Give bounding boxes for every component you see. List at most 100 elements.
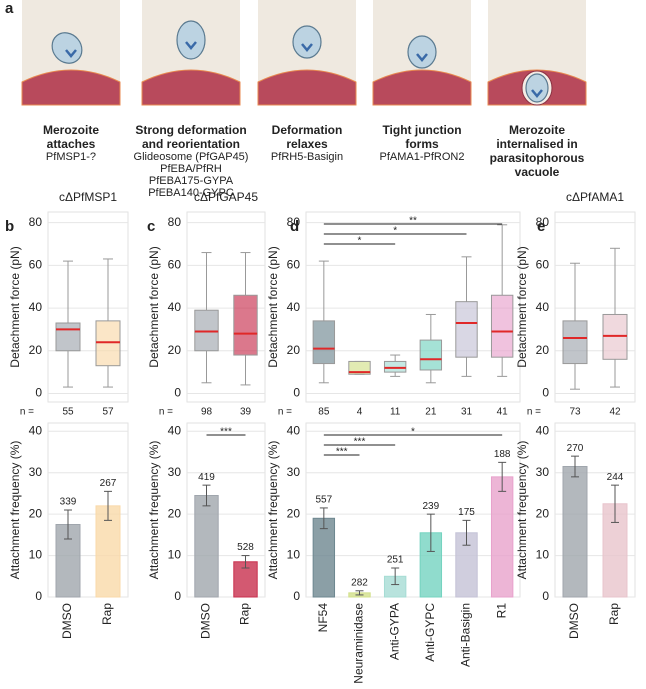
y-axis-label: Detachment force (pN) bbox=[266, 246, 280, 367]
significance-label: *** bbox=[336, 447, 348, 458]
count-label: 267 bbox=[100, 478, 117, 489]
y-tick-label: 40 bbox=[536, 423, 550, 437]
x-tick-label: DMSO bbox=[60, 603, 74, 639]
panel-letter: b bbox=[5, 218, 14, 235]
y-tick-label: 20 bbox=[29, 506, 43, 520]
y-tick-label: 30 bbox=[536, 465, 550, 479]
count-label: 175 bbox=[458, 507, 475, 518]
box bbox=[455, 301, 478, 358]
plot-area bbox=[554, 211, 636, 403]
box bbox=[55, 322, 81, 352]
y-tick-label: 40 bbox=[29, 300, 43, 314]
step-caption: relaxes bbox=[286, 137, 328, 151]
protein-label: PfMSP1-? bbox=[46, 151, 96, 163]
x-tick-label: R1 bbox=[494, 603, 508, 619]
step-caption: internalised in bbox=[496, 137, 577, 151]
y-tick-label: 30 bbox=[29, 465, 43, 479]
y-tick-label: 0 bbox=[35, 589, 42, 603]
n-count: 85 bbox=[318, 407, 330, 418]
y-tick-label: 20 bbox=[29, 343, 43, 357]
count-label: 339 bbox=[60, 497, 77, 508]
nucleus bbox=[416, 53, 428, 62]
n-label: n = bbox=[159, 407, 173, 418]
merozoite bbox=[292, 25, 322, 59]
y-tick-label: 60 bbox=[536, 258, 550, 272]
n-label: n = bbox=[20, 407, 34, 418]
bar bbox=[562, 466, 588, 598]
y-tick-label: 20 bbox=[536, 343, 550, 357]
y-tick-label: 30 bbox=[168, 465, 182, 479]
y-tick-label: 80 bbox=[536, 215, 550, 229]
box bbox=[95, 320, 121, 367]
x-tick-label: Neuraminidase bbox=[352, 603, 366, 684]
count-label: 528 bbox=[237, 542, 254, 553]
y-axis-label: Detachment force (pN) bbox=[147, 246, 161, 367]
protein-label: PfEBA175-GYPA bbox=[149, 175, 234, 187]
merozoite bbox=[51, 32, 83, 64]
y-axis-label: Attachment frequency (%) bbox=[8, 441, 22, 580]
red-cell bbox=[372, 69, 472, 106]
step-caption: parasitophorous bbox=[490, 151, 585, 165]
step-caption: and reorientation bbox=[142, 137, 240, 151]
red-cell bbox=[21, 69, 121, 106]
bar bbox=[194, 495, 219, 598]
bar bbox=[312, 517, 336, 598]
nucleus bbox=[301, 43, 313, 52]
box bbox=[419, 339, 443, 371]
step-caption: Merozoite bbox=[43, 123, 99, 137]
step-caption: vacuole bbox=[515, 165, 560, 179]
significance-label: *** bbox=[354, 437, 366, 448]
x-tick-label: DMSO bbox=[199, 603, 213, 639]
y-tick-label: 0 bbox=[174, 386, 181, 400]
x-tick-label: Anti-GYPA bbox=[387, 603, 401, 660]
count-label: 419 bbox=[198, 472, 215, 483]
n-count: 41 bbox=[497, 407, 509, 418]
significance-label: ** bbox=[409, 216, 417, 227]
significance-label: * bbox=[393, 226, 397, 237]
n-count: 4 bbox=[357, 407, 363, 418]
y-tick-label: 0 bbox=[174, 589, 181, 603]
protein-label: Glideosome (PfGAP45) bbox=[134, 151, 249, 163]
nucleus bbox=[65, 49, 77, 58]
y-tick-label: 20 bbox=[287, 506, 301, 520]
panel-letter: d bbox=[290, 218, 299, 235]
x-tick-label: Rap bbox=[607, 603, 621, 625]
x-tick-label: Rap bbox=[100, 603, 114, 625]
y-axis-label: Attachment frequency (%) bbox=[266, 441, 280, 580]
y-tick-label: 0 bbox=[293, 589, 300, 603]
red-cell bbox=[141, 69, 241, 106]
nucleus bbox=[185, 41, 197, 50]
n-count: 42 bbox=[609, 407, 621, 418]
box bbox=[194, 309, 219, 352]
y-tick-label: 60 bbox=[168, 258, 182, 272]
y-tick-label: 10 bbox=[536, 548, 550, 562]
count-label: 557 bbox=[315, 495, 332, 506]
n-count: 57 bbox=[102, 407, 114, 418]
n-count: 21 bbox=[425, 407, 437, 418]
box bbox=[383, 360, 407, 373]
step-caption: Deformation bbox=[272, 123, 343, 137]
plot-area bbox=[47, 211, 129, 403]
bar bbox=[490, 476, 514, 598]
y-tick-label: 10 bbox=[29, 548, 43, 562]
protein-label: PfEBA140-GYPC bbox=[148, 187, 234, 199]
panel-letter: c bbox=[147, 218, 155, 235]
y-tick-label: 0 bbox=[542, 386, 549, 400]
step-caption: forms bbox=[405, 137, 439, 151]
y-tick-label: 40 bbox=[168, 423, 182, 437]
n-count: 39 bbox=[240, 407, 252, 418]
x-tick-label: DMSO bbox=[567, 603, 581, 639]
y-axis-label: Detachment force (pN) bbox=[8, 246, 22, 367]
step-caption: Merozoite bbox=[509, 123, 565, 137]
y-tick-label: 20 bbox=[168, 506, 182, 520]
x-tick-label: Anti-Basigin bbox=[459, 603, 473, 667]
chart-title: cΔPfAMA1 bbox=[566, 190, 624, 204]
count-label: 270 bbox=[567, 443, 584, 454]
plot-area bbox=[305, 422, 521, 598]
panel-letter: a bbox=[5, 0, 14, 17]
panel-letter: e bbox=[537, 218, 545, 235]
y-tick-label: 40 bbox=[168, 300, 182, 314]
y-tick-label: 0 bbox=[542, 589, 549, 603]
y-tick-label: 80 bbox=[29, 215, 43, 229]
x-tick-label: Anti-GYPC bbox=[423, 603, 437, 662]
